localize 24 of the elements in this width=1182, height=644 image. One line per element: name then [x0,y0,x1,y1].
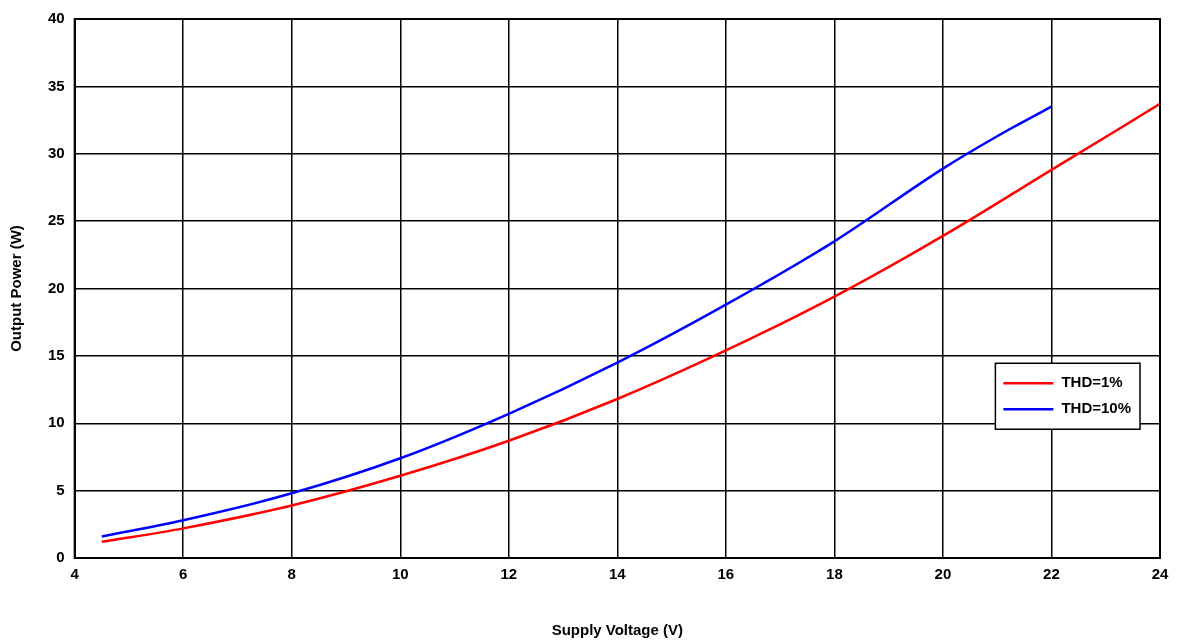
x-tick-label: 24 [1151,565,1169,583]
y-tick-label: 30 [48,143,65,161]
x-tick-label: 6 [179,565,188,583]
x-axis-title: Supply Voltage (V) [551,621,684,639]
y-tick-label: 10 [48,413,65,431]
x-tick-label: 22 [1043,565,1060,583]
x-tick-label: 10 [391,565,409,583]
x-tick-label: 14 [609,565,627,583]
y-tick-label: 40 [48,9,65,27]
y-tick-label: 5 [56,480,65,498]
y-tick-label: 15 [48,346,65,364]
y-tick-label: 25 [48,211,65,229]
x-tick-label: 20 [934,565,952,583]
x-tick-label: 12 [500,565,518,583]
y-tick-label: 20 [48,278,65,296]
x-tick-label: 16 [717,565,735,583]
y-tick-label: 35 [48,76,65,94]
legend-label: THD=1% [1061,373,1123,391]
x-tick-label: 4 [70,565,80,583]
y-tick-label: 0 [56,548,65,566]
y-axis-title: Output Power (W) [7,225,25,352]
x-tick-label: 8 [287,565,296,583]
legend-label: THD=10% [1061,399,1131,417]
x-tick-label: 18 [826,565,843,583]
